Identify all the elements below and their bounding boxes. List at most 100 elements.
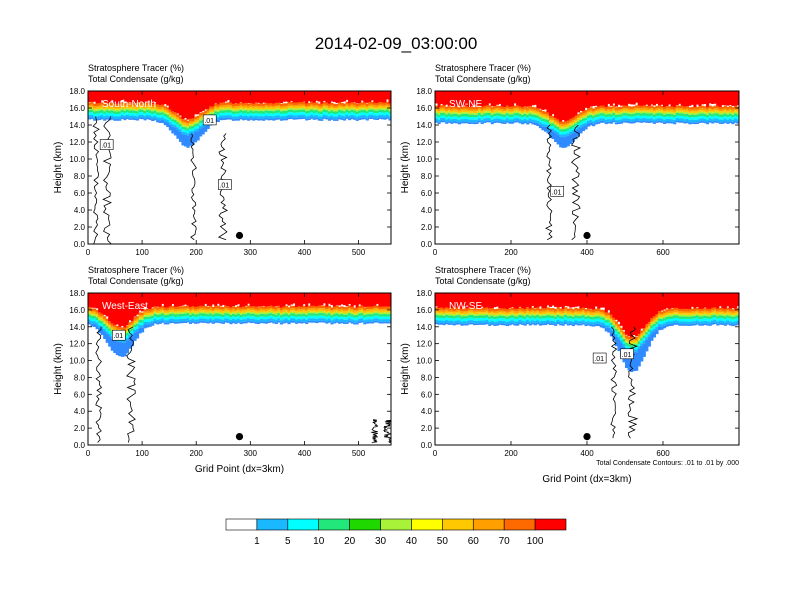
tracer-cell [90,109,94,113]
tracer-cell [340,308,344,311]
tracer-cell [343,113,347,117]
tracer-cell [488,120,492,123]
tracer-cell [368,109,372,113]
tracer-cell [262,310,266,313]
tracer-cell [711,322,715,325]
tracer-cell [521,318,525,321]
tracer-cell [635,91,639,103]
tracer-cell [566,120,570,124]
tracer-cell [128,293,132,321]
tracer-cell [723,316,727,320]
tracer-cell [118,109,122,112]
tracer-cell [103,323,107,327]
tracer-cell [201,124,205,128]
tracer-cell [181,313,185,317]
tracer-cell [206,319,210,322]
tracer-cell [229,307,233,310]
tracer-cell [726,111,730,113]
tracer-cell [480,122,484,125]
tracer-cell [214,111,218,114]
tracer-cell [353,91,357,103]
tracer-cell [343,312,347,315]
tracer-cell [221,314,225,318]
tracer-cell [239,311,243,314]
tracer-cell [363,104,367,107]
tracer-cell [290,308,294,311]
tracer-cell [607,112,611,115]
tracer-cell [695,114,700,118]
tracer-cell [637,349,641,367]
tracer-cell [375,110,379,114]
tracer-cell [368,117,372,119]
tracer-cell [721,312,725,315]
tracer-cell [199,91,203,113]
tracer-cell [673,91,677,108]
tracer-cell [701,321,705,324]
tracer-cell [733,321,738,324]
tracer-cell [723,324,727,326]
tracer-cell [247,313,251,316]
tracer-cell [599,113,603,116]
tracer-cell [718,317,722,321]
tracer-cell [340,91,344,102]
x-axis-label: Grid Point (dx=3km) [542,474,631,485]
tracer-cell [597,106,601,110]
tracer-cell [723,314,727,317]
tracer-cell [508,109,512,111]
tracer-cell [383,105,387,107]
tracer-cell [528,116,532,119]
tracer-cell [581,115,586,117]
tracer-cell [161,91,165,105]
tracer-cell [706,318,710,322]
tracer-cell [88,115,92,118]
tracer-cell [325,91,329,104]
tracer-cell [473,117,477,120]
tracer-cell [452,110,456,113]
tracer-cell [221,113,225,116]
tracer-cell [279,116,284,120]
tracer-cell [214,313,218,317]
tracer-cell [138,104,142,107]
tracer-cell [678,121,682,123]
tracer-cell [521,323,525,325]
tracer-cell [317,311,321,314]
tracer-cell [683,316,687,319]
tracer-cell [262,103,266,107]
tracer-cell [335,106,339,109]
tracer-cell [365,113,369,117]
tracer-cell [370,316,374,320]
tracer-cell [247,315,251,319]
tracer-cell [470,293,474,309]
tracer-cell [317,116,321,119]
tracer-cell [348,113,352,116]
tracer-cell [533,312,537,315]
tracer-cell [589,315,593,317]
tracer-cell [721,119,725,123]
tracer-cell [460,108,464,111]
tracer-cell [579,118,583,120]
tracer-cell [462,312,466,315]
tracer-cell [290,305,294,309]
tracer-cell [660,319,664,322]
tracer-cell [538,323,542,326]
tracer-cell [551,320,555,324]
tracer-cell [668,314,672,317]
tracer-cell [660,118,664,122]
y-tick-label: 6.0 [421,390,433,399]
tracer-cell [597,293,601,310]
tracer-cell [561,131,565,135]
tracer-cell [483,108,487,111]
tracer-cell [571,121,575,124]
tracer-cell [315,110,319,113]
tracer-cell [513,308,517,312]
tracer-cell [194,91,198,115]
tracer-cell [663,325,667,329]
tracer-cell [706,122,710,125]
tracer-cell [640,111,644,114]
tracer-cell [163,322,167,325]
tracer-cell [728,91,732,106]
tracer-cell [327,318,332,321]
tracer-cell [503,114,507,118]
tracer-cell [206,310,210,313]
tracer-cell [115,119,119,121]
